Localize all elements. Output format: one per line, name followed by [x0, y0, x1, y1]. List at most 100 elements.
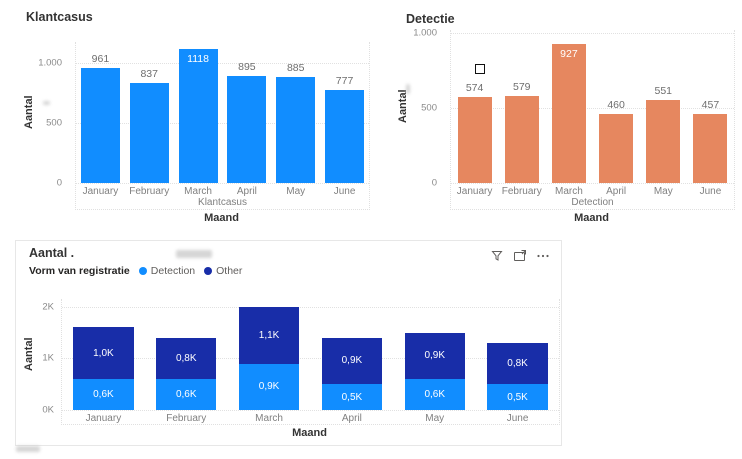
data-label: 0,9K — [341, 355, 363, 367]
gridline — [62, 358, 559, 360]
y-axis-tick-label: 2K — [42, 301, 54, 313]
segment-other-may[interactable]: 0,9K — [404, 332, 465, 380]
y-axis: 0 500 1.000 — [10, 42, 68, 189]
x-axis-category-label: April — [341, 413, 362, 424]
y-axis: 0 500 1.000 — [390, 28, 443, 189]
plot-area: 574 579 927 460 551 457 — [451, 30, 734, 184]
more-options-icon[interactable] — [535, 248, 551, 264]
bar-slot: 0,9K 0,6K — [393, 299, 476, 410]
y-axis-tick-label: 0K — [42, 404, 54, 416]
legend: Vorm van registratie Detection Other — [29, 265, 242, 277]
stray-checkbox-artifact — [475, 64, 485, 74]
data-label: 0,6K — [424, 389, 446, 401]
bar-slot: 574 — [451, 30, 498, 183]
data-label: 0,6K — [175, 389, 197, 401]
x-axis-category-label: June — [506, 413, 529, 424]
legend-item-detection[interactable]: Detection — [138, 265, 196, 277]
x-axis-categories: January February March April May June — [76, 183, 369, 197]
plot-area: 1,0K 0,6K 0,8K 0,6K 1,1K 0,9K 0,9K 0,5K 0,9K 0,6K… — [62, 299, 559, 411]
data-label: 579 — [512, 81, 531, 94]
stacked-bar-may[interactable]: 0,9K 0,6K — [404, 332, 465, 410]
bar-january[interactable]: 574 — [457, 82, 492, 183]
segment-other-march[interactable]: 1,1K — [238, 306, 300, 364]
segment-other-june[interactable]: 0,8K — [487, 342, 548, 385]
bar-slot: 961 — [76, 42, 125, 183]
y-axis-tick-label: 0 — [431, 177, 437, 189]
bar-june[interactable]: 457 — [693, 99, 728, 183]
x-axis-category-label: March — [184, 186, 212, 197]
data-label: 927 — [560, 47, 578, 60]
segment-detection-january[interactable]: 0,6K — [73, 379, 134, 410]
bar-february[interactable]: 579 — [504, 81, 539, 183]
segment-other-april[interactable]: 0,9K — [321, 337, 383, 385]
segment-detection-june[interactable]: 0,5K — [487, 384, 548, 410]
bars-row: 1,0K 0,6K 0,8K 0,6K 1,1K 0,9K 0,9K 0,5K 0,9K 0,6K… — [62, 299, 559, 410]
segment-detection-march[interactable]: 0,9K — [238, 363, 300, 410]
data-label: 457 — [701, 99, 720, 112]
gridline — [76, 183, 369, 184]
legend-item-other[interactable]: Other — [204, 265, 242, 277]
data-label: 0,9K — [258, 381, 280, 393]
segment-detection-april[interactable]: 0,5K — [321, 384, 383, 410]
stacked-bar-february[interactable]: 0,8K 0,6K — [156, 337, 217, 410]
data-label: 885 — [286, 61, 305, 74]
x-axis-categories: January February March April May June — [451, 183, 734, 197]
y-axis-tick-label: 1K — [42, 352, 54, 364]
bar-february[interactable]: 837 — [129, 68, 169, 183]
stacked-bar-june[interactable]: 0,8K 0,5K — [487, 342, 548, 410]
x-axis-category-label: January — [456, 186, 493, 197]
focus-mode-icon[interactable] — [512, 248, 528, 264]
y-axis-tick-label: 500 — [46, 117, 62, 129]
x-axis-category-label: January — [85, 413, 122, 424]
redacted-text-blur — [16, 446, 40, 452]
bar-slot: 837 — [125, 42, 174, 183]
legend-label-detection: Detection — [150, 265, 196, 277]
data-label: 1,1K — [258, 329, 280, 341]
y-axis-tick-label: 500 — [421, 102, 437, 114]
bar-june[interactable]: 777 — [325, 75, 365, 183]
redacted-text-blur — [406, 84, 410, 94]
stacked-bar-april[interactable]: 0,9K 0,5K — [321, 337, 383, 410]
x-axis-category-label: March — [255, 413, 283, 424]
segment-detection-may[interactable]: 0,6K — [404, 379, 465, 410]
data-label: 895 — [238, 60, 256, 73]
y-axis-tick-label: 1.000 — [38, 57, 62, 69]
y-axis-tick-label: 0 — [56, 177, 62, 189]
stacked-bar-january[interactable]: 1,0K 0,6K — [73, 327, 134, 410]
gridline — [451, 183, 734, 184]
x-axis-category-label: February — [501, 186, 542, 197]
bar-may[interactable]: 551 — [646, 85, 681, 183]
legend-dot-other — [204, 267, 213, 275]
redacted-text-blur — [176, 250, 212, 258]
gridline — [62, 306, 559, 308]
x-axis-category-label: February — [129, 186, 170, 197]
stacked-bar-march[interactable]: 1,1K 0,9K — [238, 306, 300, 410]
bars-row: 574 579 927 460 551 457 — [451, 30, 734, 183]
bar-january[interactable]: 961 — [80, 53, 120, 183]
plot-frame: 961 837 1118 895 885 777 January February March… — [75, 42, 370, 210]
bar-april[interactable]: 460 — [599, 99, 634, 183]
series-label: Klantcasus — [198, 197, 247, 208]
legend-dot-detection — [138, 267, 147, 275]
data-label: 574 — [465, 81, 484, 94]
bar-march[interactable]: 1118 — [178, 48, 218, 183]
segment-detection-february[interactable]: 0,6K — [156, 379, 217, 410]
filter-icon[interactable] — [489, 248, 505, 264]
bar-april[interactable]: 895 — [227, 61, 267, 183]
x-axis-title: Maand — [574, 212, 609, 224]
x-axis-category-label: June — [699, 186, 722, 197]
bar-may[interactable]: 885 — [276, 62, 316, 183]
data-label: 0,5K — [507, 391, 528, 403]
bar-slot: 1118 — [174, 42, 223, 183]
x-axis-title: Maand — [204, 212, 239, 224]
x-axis-category-label: May — [425, 413, 445, 424]
segment-other-january[interactable]: 1,0K — [73, 327, 134, 380]
chart-title: Klantcasus — [26, 10, 93, 24]
bar-slot: 1,1K 0,9K — [228, 299, 311, 410]
bar-slot: 0,8K 0,5K — [476, 299, 559, 410]
bar-slot: 579 — [498, 30, 545, 183]
x-axis-category-label: January — [82, 186, 119, 197]
bar-march[interactable]: 927 — [551, 43, 586, 183]
segment-other-february[interactable]: 0,8K — [156, 337, 217, 380]
